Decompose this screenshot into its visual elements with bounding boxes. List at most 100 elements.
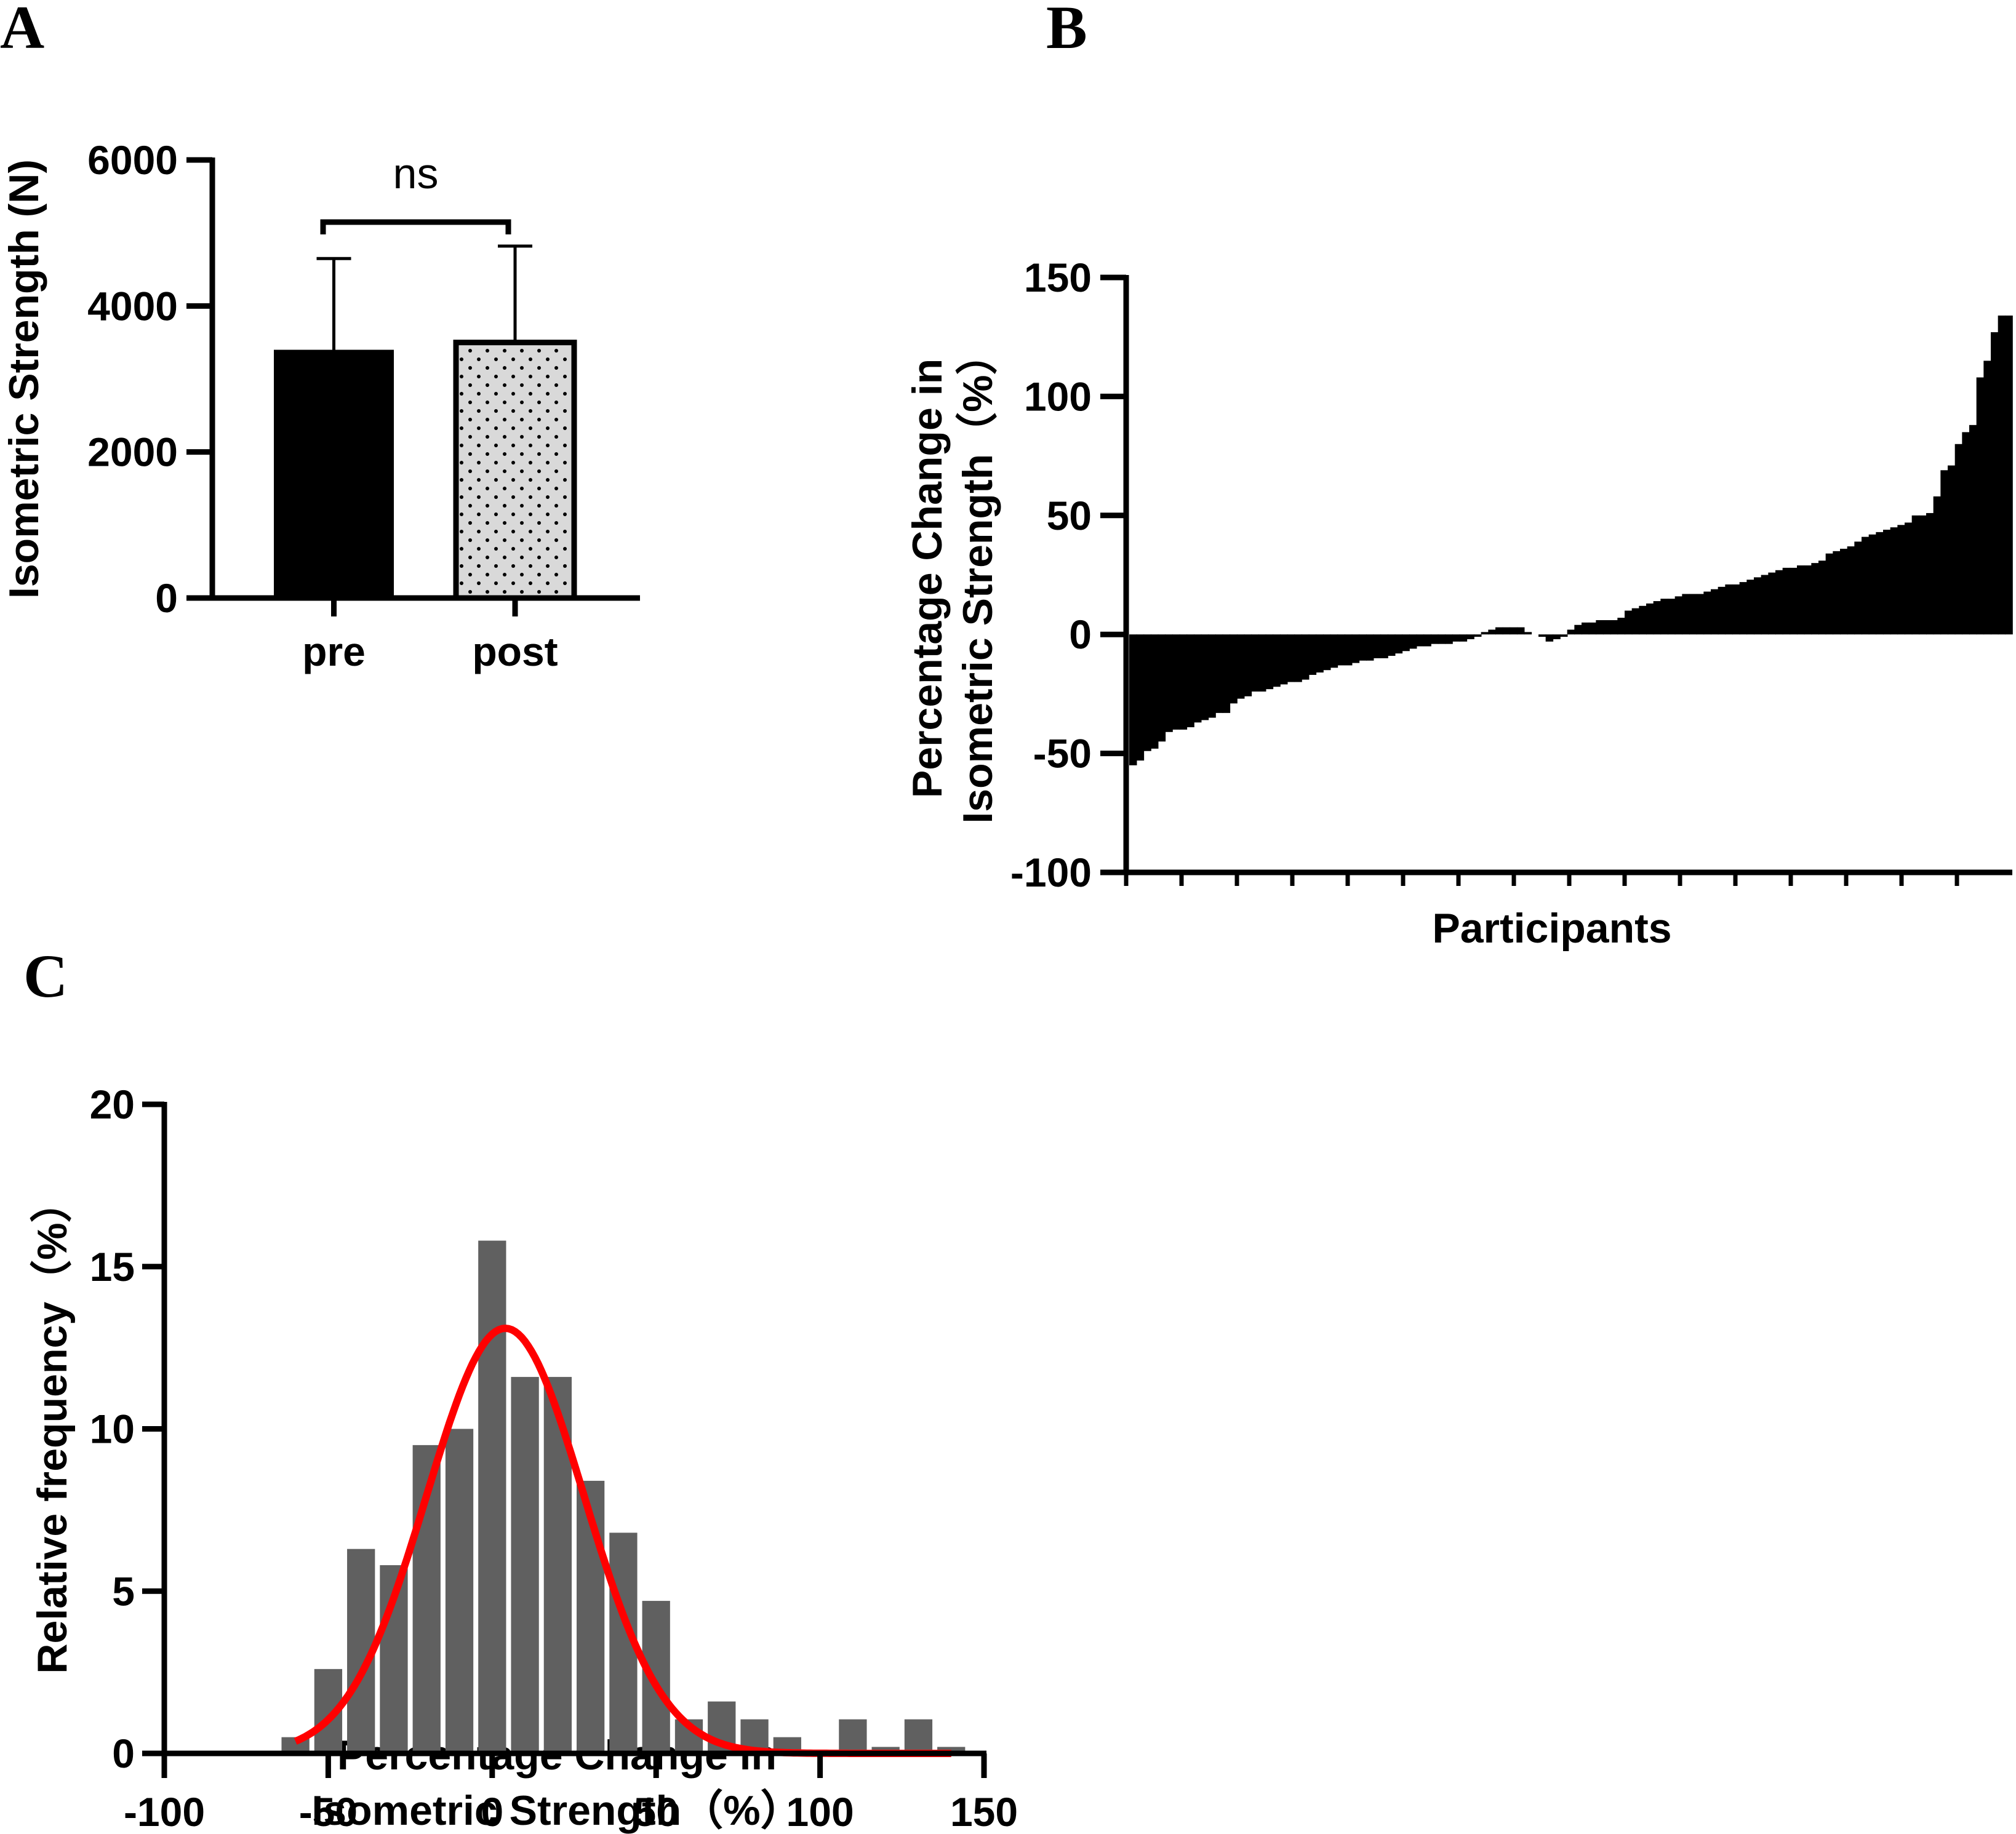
panel-b-bar [1782,567,1791,635]
panel-b-bar [1431,634,1439,644]
panel-b-bar [1308,634,1317,675]
panel-b-bar [1273,634,1281,687]
panel-c-histogram-bar [511,1377,539,1753]
panel-b-bar [1488,629,1496,635]
panel-b-bar [1416,634,1425,647]
panel-b-waterfall-chart: Percentage Change in Isometric Strength（… [904,255,2013,952]
panel-a-y-tick-label: 4000 [87,283,178,329]
panel-b-y-tick-label: 100 [1024,373,1092,419]
panel-b-bar [1703,591,1711,635]
panel-b-bar [1366,634,1374,661]
panel-b-bar [1265,634,1274,690]
panel-b-bar [2005,315,2013,635]
panel-b-bar [1380,634,1388,658]
panel-b-bar [1474,634,1482,637]
panel-b-bar [1718,586,1726,635]
panel-b-bar [1251,634,1259,692]
panel-c-x-tick-label: 100 [786,1789,854,1834]
panel-b-bar [1617,618,1625,635]
panel-b-bar [1732,584,1740,635]
panel-b-x-axis-label: Participants [1432,905,1671,952]
panel-b-bar [1423,634,1431,647]
panel-b-bar [1545,634,1554,642]
panel-b-bar [1625,610,1633,635]
panel-a-x-tick-label: pre [302,629,366,674]
panel-b-bar [1653,601,1662,635]
panel-c-y-tick-label: 10 [90,1406,135,1452]
panel-b-y-tick-label: -50 [1033,731,1092,776]
panel-b-bar [1345,634,1353,666]
panel-b-bar [1136,634,1145,761]
panel-b-bar [1689,594,1697,635]
panel-b-bar [1969,425,1977,635]
panel-c-x-tick-label: -50 [299,1789,358,1834]
panel-c-x-tick-label: 50 [633,1789,678,1834]
panel-b-bar [1186,634,1194,728]
panel-b-bar [1768,572,1776,635]
panel-b-bar [1804,565,1812,635]
panel-b-y-tick-label: 150 [1024,255,1092,300]
panel-c-x-tick-label: 150 [950,1789,1018,1834]
panel-b-bar [1538,634,1546,637]
panel-b-bar [1954,444,1963,635]
panel-b-y-tick-label: -100 [1010,850,1092,895]
panel-b-bar [1603,620,1611,635]
panel-b-bar [1746,580,1754,635]
panel-a-bar-pre [274,349,394,598]
panel-b-bar [1610,620,1618,635]
panel-a-y-tick-label: 0 [155,575,178,621]
panel-label-c: C [23,942,68,1010]
panel-b-y-axis-label-line2: Isometric Strength（%） [954,333,1001,823]
panel-b-bar [1402,634,1410,652]
panel-c-histogram-bar [937,1747,966,1753]
panel-b-bar [1631,608,1640,635]
panel-b-bar [1445,634,1453,644]
panel-b-bar [1588,622,1597,635]
panel-b-bar [1567,629,1575,635]
panel-c-x-tick-label: -100 [124,1789,205,1834]
panel-b-bar [1754,577,1762,635]
panel-b-bar [1854,541,1862,635]
panel-b-bar [1394,634,1403,654]
panel-b-bar [1862,536,1870,635]
panel-a-y-tick-label: 6000 [87,137,178,183]
panel-c-histogram-bar [839,1719,867,1753]
panel-b-bar [1797,565,1805,635]
panel-a-y-tick-label: 2000 [87,429,178,475]
panel-b-bar [1711,589,1719,635]
panel-b-bar [1230,634,1238,704]
panel-b-bar [1330,634,1338,668]
panel-c-histogram-bar [445,1429,474,1753]
panel-c-histogram-bar [642,1601,670,1753]
panel-b-bar [1237,634,1245,699]
panel-a-significance-label: ns [393,150,439,197]
panel-b-bar [1388,634,1396,656]
panel-a-bar-post [453,340,577,601]
panel-b-bar [1682,594,1690,635]
panel-b-bar [1194,634,1202,723]
panel-b-bar [1775,570,1783,635]
panel-b-bar [1876,532,1884,635]
panel-b-bar [1919,515,1927,635]
panel-b-bar [1502,627,1511,635]
panel-b-bar [1524,632,1532,635]
panel-label-b: B [1046,0,1087,62]
panel-b-bar [1287,634,1295,682]
panel-b-bar [1962,432,1970,635]
panel-b-bar [1911,515,1920,635]
panel-b-bar [1172,634,1180,730]
panel-c-x-axis-label-line2: Isometric Strength（%） [311,1787,802,1834]
panel-b-bar [1825,553,1834,635]
panel-b-bar [1890,527,1898,635]
panel-b-bar [1244,634,1252,696]
panel-b-bar [1847,546,1855,635]
panel-b-y-tick-label: 0 [1069,612,1092,657]
panel-b-bar [1897,525,1905,635]
panel-b-bar [1560,634,1568,637]
panel-b-bar [1351,634,1360,663]
panel-b-bar [1373,634,1382,658]
panel-b-bar [1905,522,1913,635]
panel-b-bar [1811,563,1819,635]
panel-b-bar [1201,634,1209,720]
panel-c-y-axis-label: Relative frequency（%） [29,1181,76,1673]
